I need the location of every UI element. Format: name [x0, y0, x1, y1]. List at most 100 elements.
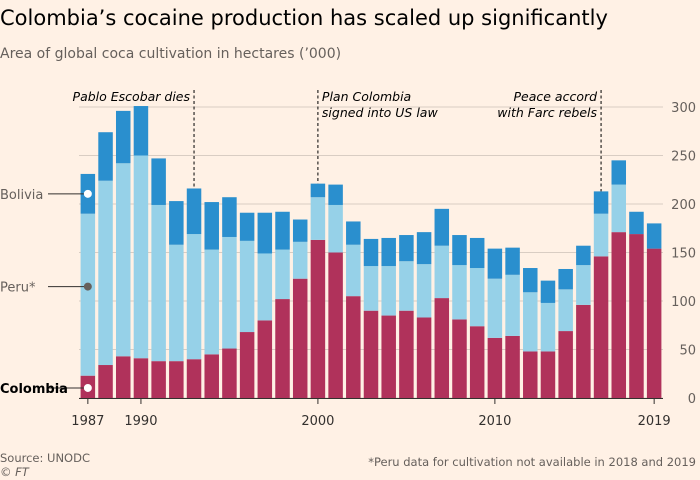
bar-bolivia [540, 280, 556, 303]
bar-peru [487, 278, 503, 338]
bar-colombia [434, 298, 450, 398]
bar-bolivia [505, 247, 520, 275]
bar-bolivia [98, 132, 113, 181]
bar-colombia [292, 278, 308, 398]
x-tick-label: 1987 [71, 414, 104, 429]
bars-layer [80, 106, 662, 398]
y-tick-label: 100 [671, 295, 696, 310]
bar-colombia [399, 310, 414, 398]
bar-peru [399, 261, 414, 311]
bar-peru [275, 249, 290, 300]
bar-peru [257, 253, 273, 321]
bar-colombia [222, 348, 237, 398]
bar-bolivia [416, 232, 432, 265]
bar-colombia [576, 304, 591, 398]
bar-bolivia [239, 212, 255, 241]
annotation-text-line2: signed into US law [322, 105, 439, 120]
credit-note: © FT [0, 465, 29, 479]
annotation-text: Peace accord [513, 89, 597, 104]
bar-colombia [257, 320, 273, 398]
bar-bolivia [151, 158, 166, 205]
bar-peru [80, 213, 96, 376]
bar-colombia [629, 234, 644, 398]
chart-title: Colombia’s cocaine production has scaled… [0, 6, 608, 30]
bar-colombia [151, 361, 166, 398]
bar-peru [434, 245, 450, 299]
bar-bolivia [204, 202, 219, 250]
bar-bolivia [133, 106, 149, 156]
bar-colombia [363, 310, 379, 398]
series-label-colombia: Colombia [0, 382, 68, 397]
bar-colombia [115, 356, 131, 398]
bar-peru [186, 234, 202, 360]
bar-bolivia [558, 268, 573, 290]
bar-colombia [558, 331, 573, 398]
bar-bolivia [487, 248, 503, 279]
bar-colombia [523, 351, 538, 398]
bar-bolivia [328, 184, 343, 205]
bar-peru [611, 184, 627, 233]
bar-peru [151, 204, 166, 362]
leader-dot [83, 383, 92, 392]
bar-peru [328, 204, 343, 253]
axis-layer: 0 50 100 150 200 250 300 1987 1990 2000 2010 2019 [71, 101, 696, 429]
bar-colombia [169, 361, 184, 398]
bar-peru [593, 213, 609, 257]
leader-dot [83, 189, 92, 198]
bar-bolivia [222, 197, 237, 237]
bar-colombia [310, 239, 326, 398]
bar-colombia [646, 248, 662, 398]
annotation-text: Plan Colombia [322, 89, 411, 104]
series-labels-layer: Bolivia Peru* Colombia [0, 188, 92, 397]
bar-peru [505, 274, 520, 336]
bar-bolivia [257, 212, 273, 254]
bar-colombia [204, 354, 219, 398]
y-tick-label: 50 [679, 344, 696, 359]
bar-bolivia [629, 211, 644, 235]
bar-bolivia [646, 223, 662, 249]
bar-peru [292, 241, 308, 279]
bar-colombia [239, 332, 255, 398]
leader-dot [83, 282, 92, 291]
y-tick-label: 0 [688, 392, 696, 407]
bar-colombia [186, 359, 202, 398]
bar-bolivia [381, 237, 396, 267]
bar-peru [169, 244, 184, 362]
bar-colombia [416, 317, 432, 398]
y-tick-label: 150 [671, 247, 696, 262]
bar-colombia [540, 351, 556, 398]
bar-colombia [505, 335, 520, 398]
bar-bolivia [523, 268, 538, 293]
bar-peru [363, 266, 379, 311]
bar-peru [346, 244, 361, 297]
bar-colombia [381, 315, 396, 398]
bar-peru [381, 266, 396, 316]
annotation-text-line2: with Farc rebels [497, 105, 597, 120]
bar-bolivia [399, 235, 414, 262]
bar-bolivia [169, 201, 184, 245]
bar-bolivia [310, 183, 326, 198]
x-tick-label: 2000 [301, 414, 334, 429]
bar-bolivia [469, 237, 485, 269]
bar-bolivia [611, 160, 627, 185]
footnote: *Peru data for cultivation not available… [368, 455, 696, 469]
bar-bolivia [593, 191, 609, 214]
bar-peru [222, 236, 237, 349]
bar-bolivia [115, 110, 131, 164]
bar-peru [540, 302, 556, 352]
bar-peru [204, 249, 219, 355]
bar-peru [416, 264, 432, 318]
bar-colombia [275, 299, 290, 398]
bar-peru [98, 180, 113, 366]
bar-peru [576, 265, 591, 305]
bar-colombia [593, 256, 609, 398]
bar-colombia [98, 365, 113, 398]
y-tick-label: 200 [671, 198, 696, 213]
bar-peru [239, 240, 255, 333]
bar-colombia [452, 319, 467, 398]
series-label-bolivia: Bolivia [0, 188, 43, 203]
bar-peru [523, 292, 538, 352]
chart-subtitle: Area of global coca cultivation in hecta… [0, 46, 342, 62]
